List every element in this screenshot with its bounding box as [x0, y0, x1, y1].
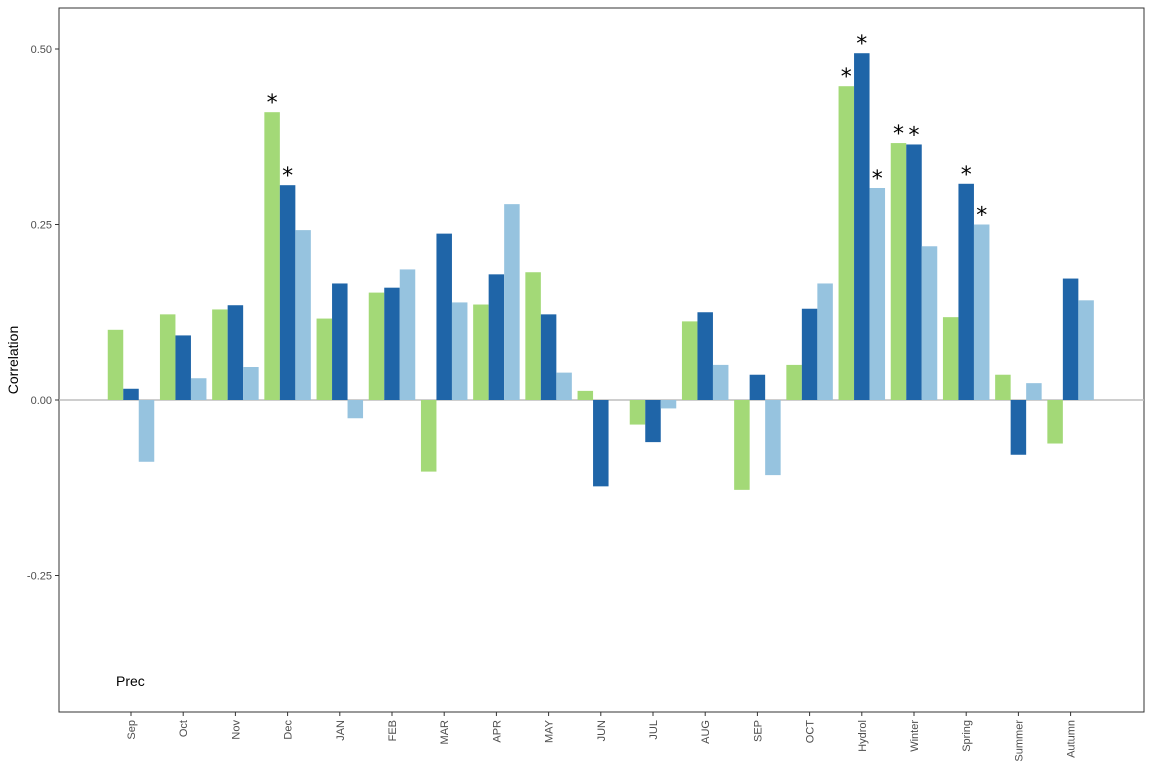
- bar: [734, 400, 750, 490]
- bar: [629, 400, 646, 425]
- bar: [264, 112, 280, 401]
- bar: [712, 364, 729, 400]
- x-tick-label: Oct: [178, 720, 190, 737]
- bar: [212, 309, 228, 400]
- bar: [368, 292, 385, 400]
- bar: [890, 143, 907, 400]
- x-tick-label: MAY: [544, 719, 556, 743]
- bar: [123, 388, 139, 400]
- significance-star: *: [961, 163, 972, 188]
- significance-star: *: [893, 122, 904, 147]
- y-tick-label: 0.50: [31, 44, 52, 56]
- bar: [786, 364, 802, 400]
- bar: [384, 287, 400, 400]
- bar: [347, 400, 364, 419]
- bar: [749, 374, 766, 400]
- x-tick-label: Sep: [126, 720, 138, 740]
- bar: [420, 400, 437, 472]
- x-tick-label: MAR: [439, 720, 451, 745]
- x-tick-label: OCT: [805, 720, 817, 744]
- significance-markers: *********: [267, 32, 988, 228]
- bar: [138, 400, 155, 462]
- bar: [1047, 400, 1063, 444]
- bar: [921, 246, 938, 400]
- bar: [854, 53, 870, 400]
- bar: [451, 302, 468, 400]
- bar: [995, 374, 1011, 400]
- bar: [107, 329, 124, 400]
- y-tick-label: -0.25: [27, 571, 52, 583]
- x-tick-label: FEB: [387, 720, 399, 741]
- bar: [175, 335, 191, 400]
- bar: [1010, 400, 1027, 455]
- x-tick-label: JAN: [335, 720, 347, 741]
- y-axis-title: Correlation: [5, 326, 21, 394]
- bar: [504, 204, 520, 400]
- significance-star: *: [267, 91, 278, 116]
- x-tick-label: Hydrol: [857, 720, 869, 752]
- x-axis: Sep Oct Nov Dec JAN FEB MAR APR MAY JUN JUL AUG SEP O…: [126, 712, 1078, 762]
- bar: [227, 305, 244, 400]
- x-tick-label: JUN: [596, 720, 608, 741]
- bar: [681, 321, 698, 400]
- bar: [540, 314, 557, 400]
- bar: [817, 283, 833, 400]
- x-tick-label: JUL: [648, 720, 660, 740]
- bar: [906, 144, 922, 400]
- bar: [1078, 300, 1094, 400]
- bars: [107, 53, 1094, 490]
- significance-star: *: [856, 32, 867, 57]
- bar: [593, 400, 609, 487]
- x-tick-label: AUG: [700, 720, 712, 744]
- x-tick-label: Nov: [230, 720, 242, 740]
- x-tick-label: Summer: [1013, 720, 1025, 762]
- bar: [958, 183, 974, 400]
- bar: [973, 224, 990, 400]
- bar: [473, 304, 489, 400]
- bar: [488, 274, 505, 400]
- bar: [316, 318, 333, 400]
- x-tick-label: Winter: [909, 720, 921, 752]
- x-tick-label: Dec: [283, 720, 295, 740]
- significance-star: *: [841, 65, 852, 90]
- x-tick-label: Spring: [961, 720, 973, 752]
- bar: [279, 185, 296, 400]
- y-tick-label: 0.00: [31, 395, 52, 407]
- panel-label: Prec: [116, 673, 145, 689]
- bar: [801, 308, 818, 400]
- bar: [697, 312, 713, 400]
- x-tick-label: Autumn: [1066, 720, 1078, 758]
- bar: [1062, 278, 1079, 400]
- bar: [399, 269, 416, 400]
- bar: [556, 372, 572, 400]
- bar: [577, 390, 594, 400]
- y-tick-label: 0.25: [31, 220, 52, 232]
- significance-star: *: [909, 123, 920, 148]
- bar: [295, 230, 311, 400]
- bar: [645, 400, 661, 443]
- significance-star: *: [282, 164, 293, 189]
- bar: [436, 233, 452, 400]
- bar: [243, 367, 259, 400]
- x-tick-label: APR: [491, 720, 503, 743]
- bar: [942, 317, 959, 400]
- significance-star: *: [976, 204, 987, 229]
- bar: [332, 283, 348, 400]
- x-tick-label: SEP: [752, 720, 764, 742]
- bar: [765, 400, 781, 476]
- bar: [525, 272, 541, 400]
- bar: [838, 86, 855, 401]
- significance-star: *: [872, 167, 883, 192]
- bar: [869, 187, 886, 400]
- bar: [159, 314, 176, 400]
- bar: [190, 378, 207, 400]
- bar: [1026, 383, 1042, 400]
- y-axis: -0.25 0.00 0.25 0.50: [27, 44, 59, 583]
- bar: [660, 400, 677, 409]
